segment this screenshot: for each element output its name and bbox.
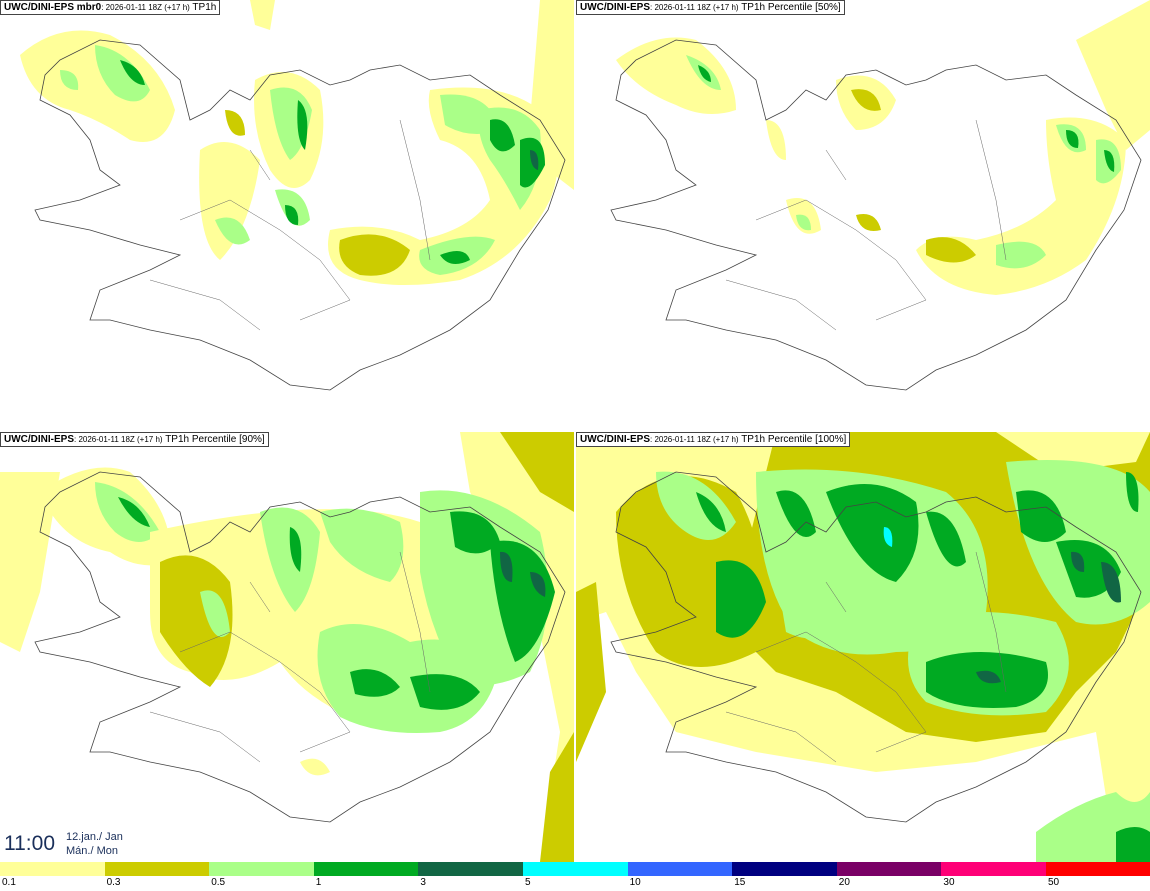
- colorbar-swatch: [0, 862, 106, 876]
- precip-map-p100: [576, 432, 1150, 862]
- map-panel-p100: UWC/DINI-EPS: 2026-01-11 18Z (+17 h) TP1…: [576, 432, 1150, 862]
- valid-date-line1: 12.jan./ Jan: [66, 831, 123, 843]
- map-panel-mbr0: UWC/DINI-EPS mbr0: 2026-01-11 18Z (+17 h…: [0, 0, 574, 430]
- colorbar-tick-label: 50: [1048, 877, 1060, 888]
- precip-map-p50: [576, 0, 1150, 430]
- field-name: TP1h Percentile [90%]: [165, 434, 265, 445]
- colorbar-swatch: [523, 862, 629, 876]
- run-info: : 2026-01-11 18Z (+17 h): [650, 435, 739, 444]
- colorbar-tick-label: 10: [629, 877, 641, 888]
- colorbar-swatch: [104, 862, 210, 876]
- map-panel-p50: UWC/DINI-EPS: 2026-01-11 18Z (+17 h) TP1…: [576, 0, 1150, 430]
- precip-colorbar: 0.1 0.3 0.5 1 3 5 10 15 20 30 50: [0, 862, 1150, 891]
- valid-date-line2: Mán./ Mon: [66, 845, 118, 857]
- precip-map-p90: [0, 432, 574, 862]
- colorbar-swatch: [627, 862, 733, 876]
- field-name: TP1h: [192, 2, 217, 13]
- panel-title: UWC/DINI-EPS: 2026-01-11 18Z (+17 h) TP1…: [0, 432, 269, 447]
- map-panel-p90: UWC/DINI-EPS: 2026-01-11 18Z (+17 h) TP1…: [0, 432, 574, 862]
- precip-map-mbr0: [0, 0, 574, 430]
- colorbar-swatch: [836, 862, 942, 876]
- colorbar-tick-label: 30: [943, 877, 955, 888]
- model-name: UWC/DINI-EPS mbr0: [4, 2, 102, 13]
- colorbar-swatch: [732, 862, 838, 876]
- colorbar-swatch: [1046, 862, 1150, 876]
- colorbar-swatch: [418, 862, 524, 876]
- valid-time: 11:00: [4, 832, 55, 855]
- colorbar-tick-label: 20: [838, 877, 850, 888]
- colorbar-tick-label: 0.3: [106, 877, 121, 888]
- colorbar-tick-label: 15: [734, 877, 746, 888]
- panel-title: UWC/DINI-EPS mbr0: 2026-01-11 18Z (+17 h…: [0, 0, 221, 15]
- colorbar-swatch: [941, 862, 1047, 876]
- field-name: TP1h Percentile [50%]: [741, 2, 841, 13]
- run-info: : 2026-01-11 18Z (+17 h): [101, 3, 190, 12]
- colorbar-tick-label: 3: [420, 877, 426, 888]
- panel-title: UWC/DINI-EPS: 2026-01-11 18Z (+17 h) TP1…: [576, 0, 845, 15]
- panel-title: UWC/DINI-EPS: 2026-01-11 18Z (+17 h) TP1…: [576, 432, 851, 447]
- colorbar-tick-label: 5: [525, 877, 531, 888]
- colorbar-tick-label: 1: [315, 877, 322, 888]
- colorbar-swatch: [313, 862, 419, 876]
- model-name: UWC/DINI-EPS: [580, 434, 650, 445]
- model-name: UWC/DINI-EPS: [580, 2, 650, 13]
- colorbar-tick-label: 0.1: [2, 877, 16, 888]
- model-name: UWC/DINI-EPS: [4, 434, 74, 445]
- colorbar-tick-label: 0.5: [211, 877, 226, 888]
- field-name: TP1h Percentile [100%]: [741, 434, 847, 445]
- run-info: : 2026-01-11 18Z (+17 h): [74, 435, 163, 444]
- run-info: : 2026-01-11 18Z (+17 h): [650, 3, 739, 12]
- colorbar-swatch: [209, 862, 315, 876]
- valid-time-box: 11:00 12.jan./ Jan Mán./ Mon: [0, 826, 138, 862]
